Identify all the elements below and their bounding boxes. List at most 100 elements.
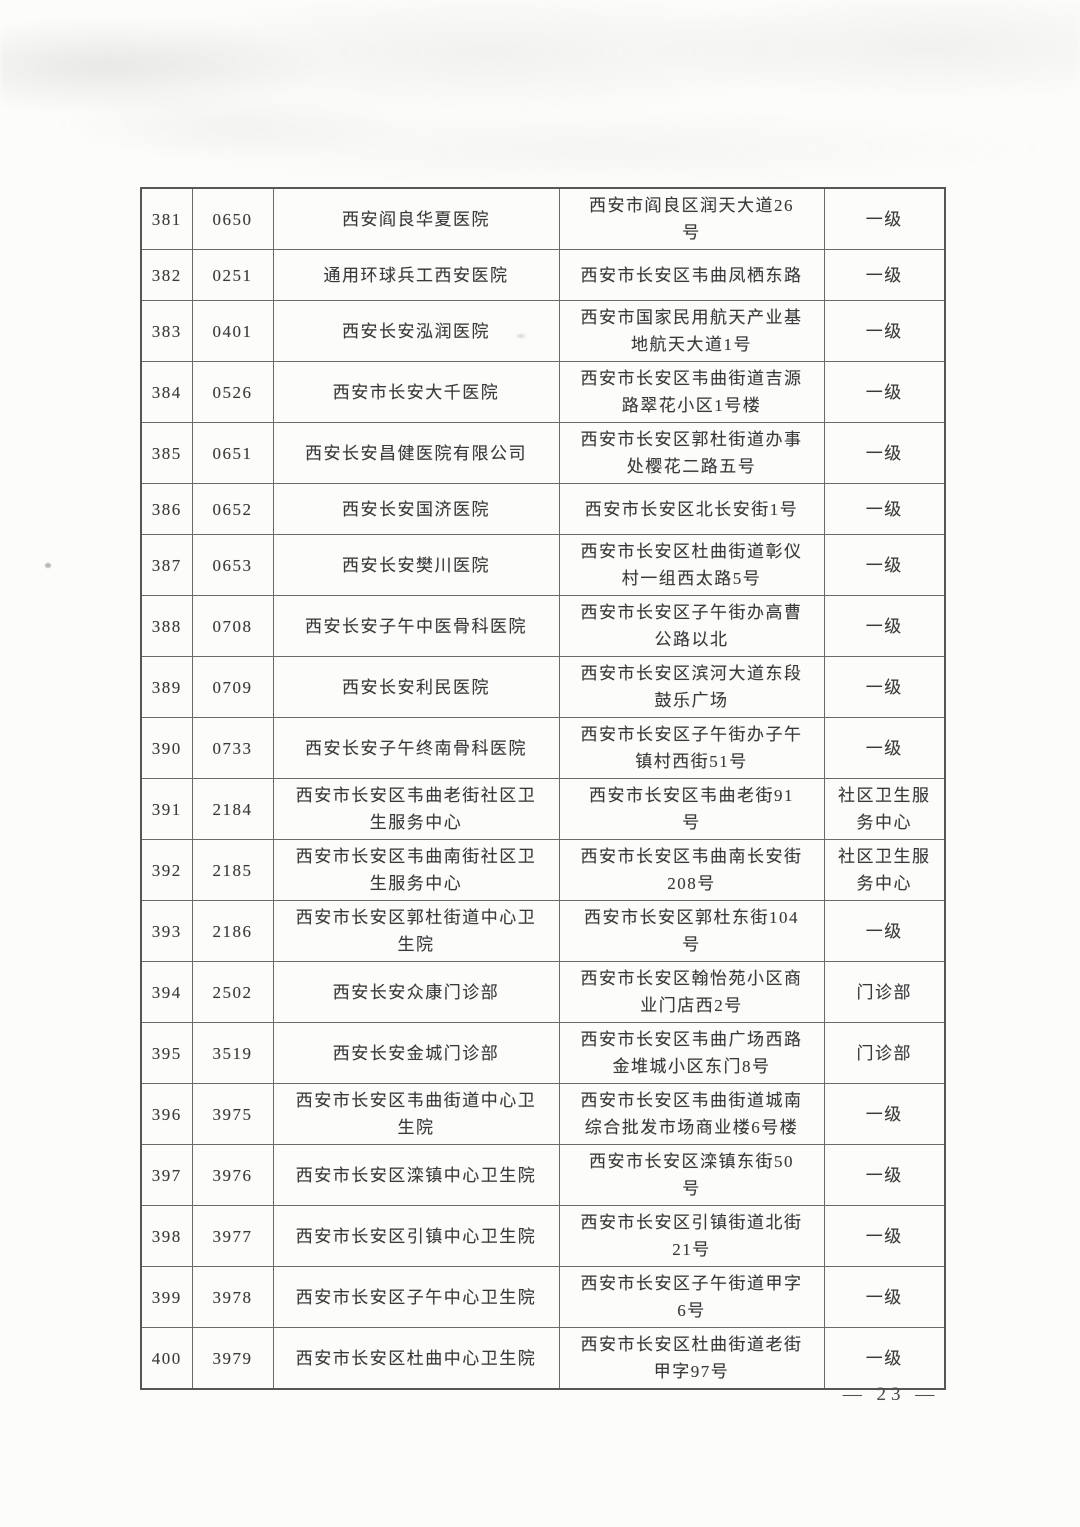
institution-code-cell: 3977: [191, 1205, 274, 1267]
institution-address-cell: 西安市长安区滨河大道东段 鼓乐广场: [558, 656, 825, 718]
institution-name-cell: 西安长安昌健医院有限公司: [272, 422, 560, 484]
row-number-cell: 399: [140, 1266, 193, 1328]
institution-code-cell: 3979: [191, 1327, 274, 1390]
institution-name-cell: 西安市长安区韦曲南街社区卫 生服务中心: [272, 839, 560, 901]
institution-name-cell: 西安市长安区滦镇中心卫生院: [272, 1144, 560, 1206]
institution-level-cell: 社区卫生服 务中心: [823, 839, 946, 901]
institution-name-cell: 西安长安利民医院: [272, 656, 560, 718]
row-number-cell: 392: [140, 839, 193, 901]
institution-code-cell: 2502: [191, 961, 274, 1023]
row-number-cell: 390: [140, 717, 193, 779]
institution-code-cell: 0733: [191, 717, 274, 779]
row-number-cell: 391: [140, 778, 193, 840]
page-number: — 23 —: [842, 1384, 940, 1405]
table-row: 392 2185 西安市长安区韦曲南街社区卫 生服务中心 西安市长安区韦曲南长安…: [140, 839, 946, 901]
row-number-cell: 393: [140, 900, 193, 962]
institution-level-cell: 一级: [823, 361, 946, 423]
institution-address-cell: 西安市长安区杜曲街道彰仪 村一组西太路5号: [558, 534, 825, 596]
institution-address-cell: 西安市长安区翰怡苑小区商 业门店西2号: [558, 961, 825, 1023]
institution-address-cell: 西安市长安区杜曲街道老街 甲字97号: [558, 1327, 825, 1390]
ink-speck: [45, 563, 51, 568]
institution-address-cell: 西安市国家民用航天产业基 地航天大道1号: [558, 300, 825, 362]
table-row: 400 3979 西安市长安区杜曲中心卫生院 西安市长安区杜曲街道老街 甲字97…: [140, 1327, 946, 1390]
institution-level-cell: 一级: [823, 595, 946, 657]
institution-name-cell: 西安长安金城门诊部: [272, 1022, 560, 1084]
institution-address-cell: 西安市长安区子午街办子午 镇村西街51号: [558, 717, 825, 779]
institution-address-cell: 西安市长安区子午街办高曹 公路以北: [558, 595, 825, 657]
institution-level-cell: 社区卫生服 务中心: [823, 778, 946, 840]
institution-code-cell: 3519: [191, 1022, 274, 1084]
row-number-cell: 384: [140, 361, 193, 423]
institution-code-cell: 2185: [191, 839, 274, 901]
table-row: 398 3977 西安市长安区引镇中心卫生院 西安市长安区引镇街道北街 21号 …: [140, 1205, 946, 1267]
table-row: 399 3978 西安市长安区子午中心卫生院 西安市长安区子午街道甲字 6号 一…: [140, 1266, 946, 1328]
institution-name-cell: 西安长安子午中医骨科医院: [272, 595, 560, 657]
table-row: 394 2502 西安长安众康门诊部 西安市长安区翰怡苑小区商 业门店西2号 门…: [140, 961, 946, 1023]
table-row: 389 0709 西安长安利民医院 西安市长安区滨河大道东段 鼓乐广场 一级: [140, 656, 946, 718]
institution-level-cell: 一级: [823, 187, 946, 250]
table-row: 388 0708 西安长安子午中医骨科医院 西安市长安区子午街办高曹 公路以北 …: [140, 595, 946, 657]
institution-code-cell: 0401: [191, 300, 274, 362]
institution-address-cell: 西安市长安区韦曲老街91 号: [558, 778, 825, 840]
institution-code-cell: 0526: [191, 361, 274, 423]
institution-name-cell: 西安市长安区韦曲街道中心卫 生院: [272, 1083, 560, 1145]
institution-level-cell: 一级: [823, 900, 946, 962]
institution-level-cell: 一级: [823, 717, 946, 779]
institution-name-cell: 西安长安众康门诊部: [272, 961, 560, 1023]
row-number-cell: 386: [140, 483, 193, 535]
institution-code-cell: 0251: [191, 249, 274, 301]
table-row: 397 3976 西安市长安区滦镇中心卫生院 西安市长安区滦镇东街50 号 一级: [140, 1144, 946, 1206]
table-row: 384 0526 西安市长安大千医院 西安市长安区韦曲街道吉源 路翠花小区1号楼…: [140, 361, 946, 423]
row-number-cell: 382: [140, 249, 193, 301]
row-number-cell: 394: [140, 961, 193, 1023]
institution-name-cell: 西安市长安大千医院: [272, 361, 560, 423]
institution-level-cell: 一级: [823, 1327, 946, 1390]
institution-name-cell: 西安市长安区韦曲老街社区卫 生服务中心: [272, 778, 560, 840]
institution-address-cell: 西安市长安区韦曲街道城南 综合批发市场商业楼6号楼: [558, 1083, 825, 1145]
institution-address-cell: 西安市长安区子午街道甲字 6号: [558, 1266, 825, 1328]
row-number-cell: 398: [140, 1205, 193, 1267]
table-row: 385 0651 西安长安昌健医院有限公司 西安市长安区郭杜街道办事 处樱花二路…: [140, 422, 946, 484]
institution-address-cell: 西安市长安区引镇街道北街 21号: [558, 1205, 825, 1267]
institution-code-cell: 0709: [191, 656, 274, 718]
institution-code-cell: 3975: [191, 1083, 274, 1145]
table-row: 391 2184 西安市长安区韦曲老街社区卫 生服务中心 西安市长安区韦曲老街9…: [140, 778, 946, 840]
table-row: 390 0733 西安长安子午终南骨科医院 西安市长安区子午街办子午 镇村西街5…: [140, 717, 946, 779]
institution-address-cell: 西安市长安区韦曲街道吉源 路翠花小区1号楼: [558, 361, 825, 423]
row-number-cell: 388: [140, 595, 193, 657]
table-row: 382 0251 通用环球兵工西安医院 西安市长安区韦曲凤栖东路 一级: [140, 249, 946, 301]
institution-level-cell: 一级: [823, 300, 946, 362]
institution-name-cell: 西安长安子午终南骨科医院: [272, 717, 560, 779]
institution-code-cell: 3976: [191, 1144, 274, 1206]
institution-table-body: 381 0650 西安阎良华夏医院 西安市阎良区润天大道26 号 一级 382 …: [140, 187, 946, 1390]
institution-level-cell: 一级: [823, 1144, 946, 1206]
institution-level-cell: 一级: [823, 422, 946, 484]
institution-code-cell: 2184: [191, 778, 274, 840]
institution-address-cell: 西安市阎良区润天大道26 号: [558, 187, 825, 250]
institution-level-cell: 一级: [823, 534, 946, 596]
table-row: 393 2186 西安市长安区郭杜街道中心卫 生院 西安市长安区郭杜东街104 …: [140, 900, 946, 962]
institution-code-cell: 0650: [191, 187, 274, 250]
institution-name-cell: 西安长安泓润医院: [272, 300, 560, 362]
institution-level-cell: 一级: [823, 483, 946, 535]
table-row: 396 3975 西安市长安区韦曲街道中心卫 生院 西安市长安区韦曲街道城南 综…: [140, 1083, 946, 1145]
institution-name-cell: 西安市长安区郭杜街道中心卫 生院: [272, 900, 560, 962]
institution-address-cell: 西安市长安区韦曲广场西路 金堆城小区东门8号: [558, 1022, 825, 1084]
institution-name-cell: 西安阎良华夏医院: [272, 187, 560, 250]
institution-name-cell: 西安市长安区子午中心卫生院: [272, 1266, 560, 1328]
institution-code-cell: 3978: [191, 1266, 274, 1328]
institution-code-cell: 0653: [191, 534, 274, 596]
table-row: 386 0652 西安长安国济医院 西安市长安区北长安街1号 一级: [140, 483, 946, 535]
table-row: 381 0650 西安阎良华夏医院 西安市阎良区润天大道26 号 一级: [140, 187, 946, 250]
row-number-cell: 389: [140, 656, 193, 718]
institution-name-cell: 西安市长安区杜曲中心卫生院: [272, 1327, 560, 1390]
row-number-cell: 397: [140, 1144, 193, 1206]
row-number-cell: 396: [140, 1083, 193, 1145]
institution-address-cell: 西安市长安区韦曲南长安街 208号: [558, 839, 825, 901]
institution-code-cell: 0651: [191, 422, 274, 484]
institution-address-cell: 西安市长安区北长安街1号: [558, 483, 825, 535]
row-number-cell: 395: [140, 1022, 193, 1084]
institution-address-cell: 西安市长安区韦曲凤栖东路: [558, 249, 825, 301]
institution-name-cell: 通用环球兵工西安医院: [272, 249, 560, 301]
